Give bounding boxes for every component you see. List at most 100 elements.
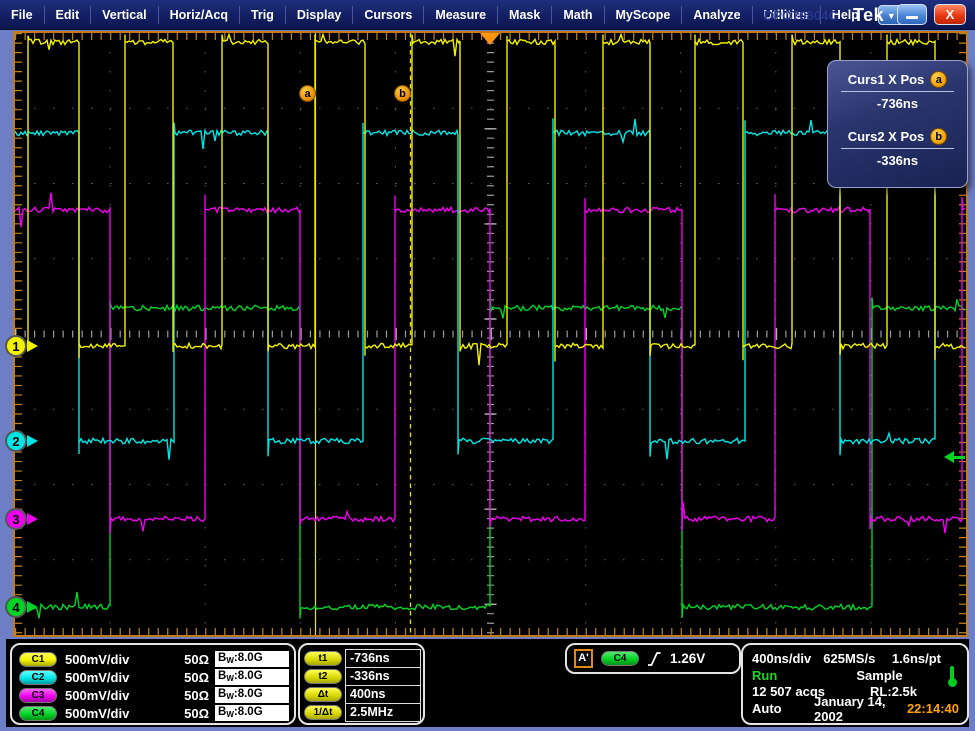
- menu-separator: [43, 5, 45, 24]
- c2-scale[interactable]: 500mV/div: [65, 669, 130, 685]
- cursor-a-handle[interactable]: a: [299, 85, 316, 102]
- divider: [841, 148, 954, 149]
- menu-separator: [284, 5, 286, 24]
- menu-item-help[interactable]: Help: [831, 7, 859, 22]
- cursor-b-badge-icon: b: [930, 127, 948, 145]
- menu-item-myscope[interactable]: MyScope: [615, 7, 671, 22]
- channel-1-ground-arrow: [27, 340, 38, 352]
- cursor-readout-box[interactable]: Curs1 X Pos a -736ns Curs2 X Pos b -336n…: [827, 60, 968, 188]
- cursor-pill-t1[interactable]: t1: [304, 651, 342, 666]
- cursor-pill-t[interactable]: Δt: [304, 687, 342, 702]
- channel-1-ground-marker[interactable]: 1: [5, 335, 27, 357]
- trigger-source-pill[interactable]: C4: [601, 651, 639, 666]
- c2-bandwidth-field[interactable]: BW:8.0G: [215, 669, 289, 685]
- curs2-label: Curs2 X Pos: [847, 128, 925, 144]
- c2-pill[interactable]: C2: [19, 669, 57, 685]
- c1-scale[interactable]: 500mV/div: [65, 651, 130, 667]
- cursor-row-1t: 1/Δt 2.5MHz: [304, 703, 423, 722]
- menu-separator: [157, 5, 159, 24]
- menu-separator: [423, 5, 425, 24]
- channel-3-ground-arrow: [27, 513, 38, 525]
- menu-item-math[interactable]: Math: [563, 7, 593, 22]
- channel-row-c1: C1 500mV/div 50Ω BW:8.0G: [19, 650, 294, 668]
- menu-item-cursors[interactable]: Cursors: [364, 7, 413, 22]
- menu-separator: [819, 5, 821, 24]
- waveform-c3: [15, 192, 966, 535]
- channel-4-ground-arrow: [27, 601, 38, 613]
- c4-termination: 50Ω: [184, 705, 209, 721]
- tek-logo: Tek: [853, 5, 885, 25]
- menu-separator: [497, 5, 499, 24]
- cursor-row-t: Δt 400ns: [304, 685, 423, 704]
- c3-scale[interactable]: 500mV/div: [65, 687, 130, 703]
- c4-pill[interactable]: C4: [19, 705, 57, 721]
- channel-4-ground-marker[interactable]: 4: [5, 596, 27, 618]
- cursor-values-panel: t1 -736ns t2 -336ns Δt 400ns 1/Δt 2.5MHz: [298, 643, 425, 725]
- record-length: RL:2.5k: [870, 684, 917, 700]
- menu-separator: [90, 5, 92, 24]
- timebase-value: 400ns/div: [752, 650, 812, 666]
- menu-separator: [238, 5, 240, 24]
- menu-item-trig[interactable]: Trig: [250, 7, 274, 22]
- menu-item-measure[interactable]: Measure: [435, 7, 487, 22]
- cursor-value-t2: -336ns: [345, 667, 421, 686]
- bottom-readout-strip: C1 500mV/div 50Ω BW:8.0G C2 500mV/div 50Ω BW:8.…: [6, 639, 969, 727]
- run-status: Run: [752, 667, 778, 683]
- model-label: DPO70804C: [764, 8, 838, 23]
- channel-3-ground-marker[interactable]: 3: [5, 508, 27, 530]
- sample-rate-value: 625MS/s: [823, 650, 876, 666]
- channel-2-ground-arrow: [27, 435, 38, 447]
- c1-termination: 50Ω: [184, 651, 209, 667]
- c4-bandwidth-field[interactable]: BW:8.0G: [215, 705, 289, 721]
- c1-pill[interactable]: C1: [19, 651, 57, 667]
- channel-row-c2: C2 500mV/div 50Ω BW:8.0G: [19, 668, 294, 686]
- menu-items: File Edit Vertical Horiz/Acq Trig Display Curs…: [0, 0, 870, 30]
- menu-separator: [551, 5, 553, 24]
- c3-termination: 50Ω: [184, 687, 209, 703]
- waveform-canvas: [15, 33, 966, 635]
- trigger-event-badge[interactable]: A': [574, 649, 593, 668]
- menu-item-utilities[interactable]: Utilities: [763, 7, 809, 22]
- menu-item-edit[interactable]: Edit: [55, 7, 80, 22]
- cursor-pill-t2[interactable]: t2: [304, 669, 342, 684]
- channel-row-c3: C3 500mV/div 50Ω BW:8.0G: [19, 686, 294, 704]
- acquisition-status-panel: 400ns/div 625MS/s 1.6ns/pt Run Sample 12…: [741, 643, 969, 725]
- menu-item-file[interactable]: File: [11, 7, 33, 22]
- c1-bandwidth-field[interactable]: BW:8.0G: [215, 651, 289, 667]
- menu-bar: File Edit Vertical Horiz/Acq Trig Display Curs…: [0, 0, 975, 30]
- waveform-rate-icon: [945, 666, 959, 690]
- c3-pill[interactable]: C3: [19, 687, 57, 703]
- waveform-c1: [15, 33, 966, 366]
- trigger-mode: Auto: [752, 701, 782, 716]
- menu-item-mask[interactable]: Mask: [509, 7, 541, 22]
- curs1-label: Curs1 X Pos: [847, 71, 925, 87]
- menu-item-display[interactable]: Display: [296, 7, 342, 22]
- c4-scale[interactable]: 500mV/div: [65, 705, 130, 721]
- menu-separator: [352, 5, 354, 24]
- curs2-value: -336ns: [876, 153, 919, 168]
- trigger-position-marker[interactable]: [480, 33, 500, 45]
- close-button[interactable]: X: [934, 4, 966, 25]
- menu-item-horiz-acq[interactable]: Horiz/Acq: [169, 7, 228, 22]
- channel-settings-panel: C1 500mV/div 50Ω BW:8.0G C2 500mV/div 50Ω BW:8.…: [10, 643, 296, 725]
- cursor-a-badge-icon: a: [930, 70, 948, 88]
- menu-separator: [681, 5, 683, 24]
- curs1-value: -736ns: [876, 96, 919, 111]
- minimize-button[interactable]: [897, 4, 927, 25]
- menu-separator: [751, 5, 753, 24]
- menu-item-analyze[interactable]: Analyze: [693, 7, 741, 22]
- c2-termination: 50Ω: [184, 669, 209, 685]
- cursor-row-t1: t1 -736ns: [304, 649, 423, 668]
- cursor-b-handle[interactable]: b: [394, 85, 411, 102]
- cursor-pill-1t[interactable]: 1/Δt: [304, 705, 342, 720]
- menu-separator: [603, 5, 605, 24]
- acquisition-count: 12 507 acqs: [752, 684, 826, 700]
- scope-display: 1 2 3 4 a b Curs1 X Pos a -736ns Curs2 X Po…: [0, 30, 975, 639]
- divider: [841, 91, 954, 92]
- menu-item-vertical[interactable]: Vertical: [102, 7, 147, 22]
- channel-2-ground-marker[interactable]: 2: [5, 430, 27, 452]
- c3-bandwidth-field[interactable]: BW:8.0G: [215, 687, 289, 703]
- date-display: January 14, 2002: [814, 693, 886, 724]
- clock-display: 22:14:40: [906, 701, 959, 716]
